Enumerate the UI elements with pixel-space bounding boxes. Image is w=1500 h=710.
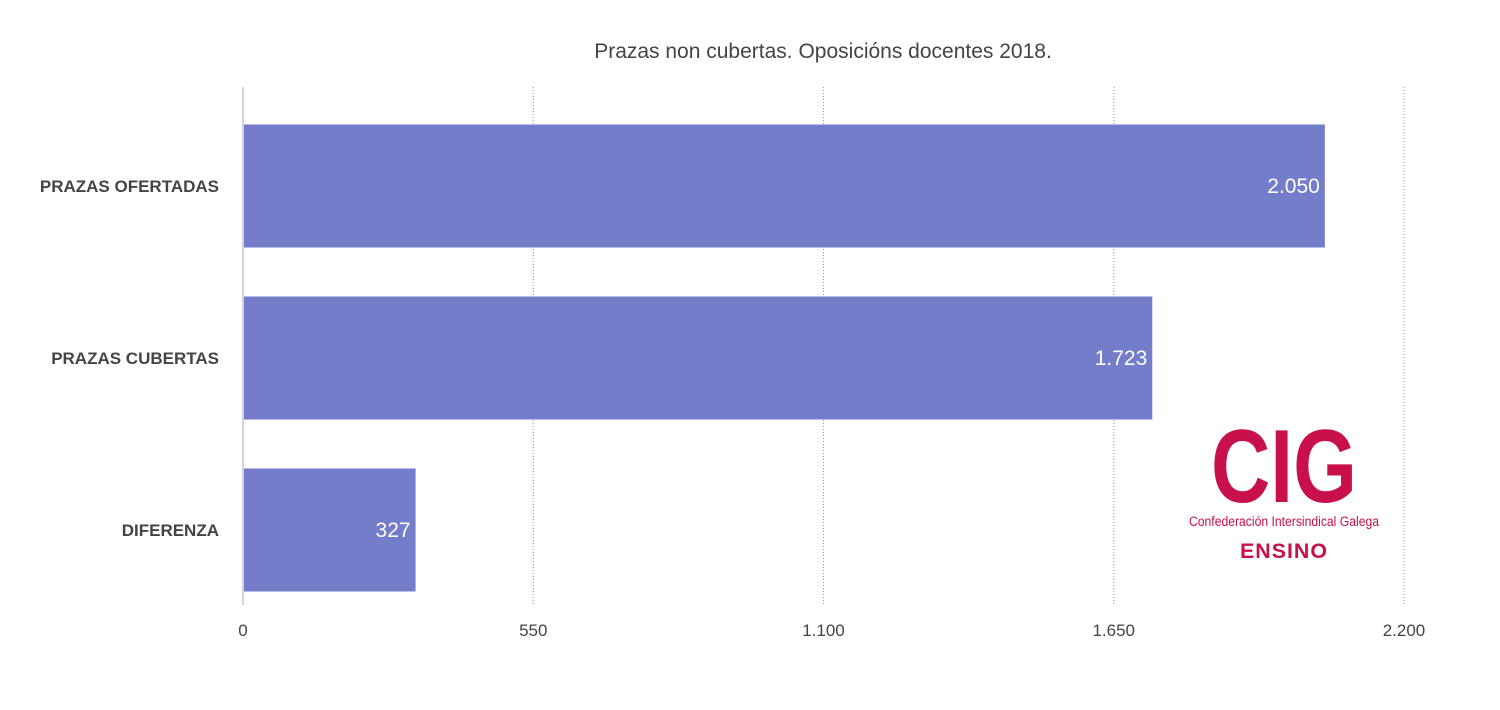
bars: 2.050 1.723 327 (244, 124, 1325, 592)
x-tick-label: 1.100 (802, 621, 845, 640)
logo-ensino-text: ENSINO (1240, 540, 1328, 563)
bar (244, 296, 1153, 420)
x-tick-label: 0 (238, 621, 247, 640)
category-labels: PRAZAS OFERTADAS PRAZAS CUBERTAS DIFERENZA (40, 177, 219, 540)
bar-value-label: 1.723 (1095, 347, 1148, 370)
chart-title: Prazas non cubertas. Oposicións docentes… (594, 40, 1052, 63)
cig-ensino-logo: CIG Confederación Intersindical Galega E… (1189, 409, 1379, 563)
category-label: DIFERENZA (122, 521, 219, 540)
logo-subtitle: Confederación Intersindical Galega (1189, 514, 1379, 529)
category-label: PRAZAS CUBERTAS (51, 349, 219, 368)
logo-mark-text: CIG (1211, 409, 1357, 525)
bar (244, 468, 416, 592)
bar-value-label: 327 (376, 519, 411, 542)
x-tick-label: 2.200 (1383, 621, 1426, 640)
x-tick-labels: 0 550 1.100 1.650 2.200 (238, 621, 1425, 640)
bar-value-label: 2.050 (1267, 175, 1320, 198)
bar (244, 124, 1325, 248)
x-tick-label: 550 (519, 621, 547, 640)
category-label: PRAZAS OFERTADAS (40, 177, 219, 196)
x-tick-label: 1.650 (1092, 621, 1135, 640)
